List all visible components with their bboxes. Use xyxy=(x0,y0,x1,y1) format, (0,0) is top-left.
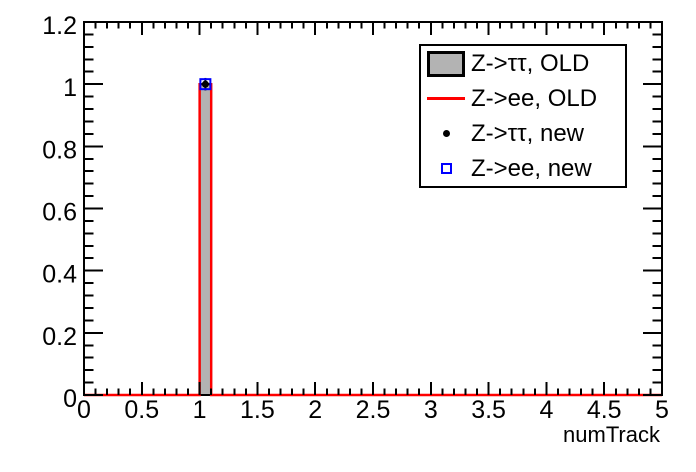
x-tick-label: 2.5 xyxy=(356,396,391,424)
legend-item-label: Z->ττ, new xyxy=(471,119,584,147)
line-swatch-glyph xyxy=(427,97,465,100)
filled-circle-swatch-glyph xyxy=(442,130,450,137)
y-tick-label: 0.4 xyxy=(42,261,77,289)
open-square-swatch-glyph xyxy=(440,163,452,174)
x-tick-label: 1 xyxy=(193,396,207,424)
x-tick-label: 4.5 xyxy=(587,396,622,424)
filled-box-swatch-glyph xyxy=(427,50,465,77)
open-square-swatch xyxy=(427,163,465,174)
legend-item-label: Z->ee, new xyxy=(471,154,592,182)
legend-item: Z->ττ, OLD xyxy=(421,46,625,81)
y-tick-label: 1.2 xyxy=(42,12,77,40)
legend-item: Z->ee, OLD xyxy=(421,81,625,116)
y-tick-label: 0.2 xyxy=(42,323,77,351)
x-axis-title: numTrack xyxy=(563,422,661,447)
x-tick-label: 3.5 xyxy=(471,396,506,424)
legend-item: Z->ττ, new xyxy=(421,116,625,151)
filled-circle-swatch xyxy=(427,130,465,137)
filled-box-swatch xyxy=(427,50,465,77)
legend-item-label: Z->ττ, OLD xyxy=(471,49,590,77)
x-tick-label: 2 xyxy=(308,396,322,424)
y-tick-label: 0.6 xyxy=(42,199,77,227)
y-tick-label: 1 xyxy=(63,74,77,102)
histogram-bar xyxy=(198,83,213,397)
x-tick-label: 5 xyxy=(655,396,669,424)
legend-item: Z->ee, new xyxy=(421,151,625,186)
legend-item-label: Z->ee, OLD xyxy=(471,84,598,112)
line-swatch xyxy=(427,97,465,100)
marker-circle xyxy=(201,80,209,88)
marker-open-square xyxy=(199,78,212,91)
x-tick-label: 4 xyxy=(539,396,553,424)
x-tick-label: 3 xyxy=(424,396,438,424)
x-tick-label: 1.5 xyxy=(240,396,275,424)
y-tick-label: 0.8 xyxy=(42,136,77,164)
x-tick-label: 0 xyxy=(77,396,91,424)
legend: Z->ττ, OLD Z->ee, OLD Z->ττ, new Z->ee, new xyxy=(419,44,627,188)
y-tick-label: 0 xyxy=(63,385,77,413)
x-tick-label: 0.5 xyxy=(124,396,159,424)
